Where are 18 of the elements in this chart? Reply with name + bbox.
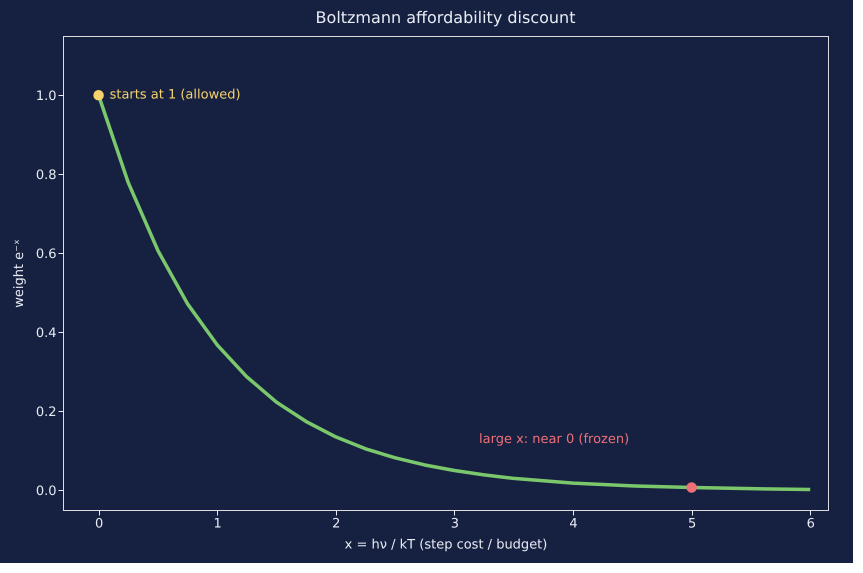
y-tick-label: 0.8 — [36, 168, 56, 183]
x-tick-label: 3 — [450, 516, 460, 532]
annotation: large x: near 0 (frozen) — [479, 432, 630, 447]
y-tick-label: 0.0 — [36, 484, 56, 499]
x-tick-label: 6 — [806, 516, 815, 532]
y-tick-label: 1.0 — [36, 88, 56, 104]
y-axis-title: weight e⁻ˣ — [12, 238, 27, 308]
x-axis-title: x = hν / kT (step cost / budget) — [344, 538, 548, 552]
y-tick-label: 0.4 — [36, 326, 56, 341]
x-tick-label: 4 — [569, 516, 578, 532]
x-tick-label: 1 — [214, 516, 222, 532]
chart-title: Boltzmann affordability discount — [316, 8, 576, 27]
x-tick-label: 2 — [332, 516, 340, 532]
annotation: starts at 1 (allowed) — [110, 87, 241, 102]
x-tick-label: 0 — [94, 516, 104, 532]
x-tick-label: 5 — [688, 516, 696, 532]
y-tick-label: 0.6 — [36, 246, 56, 262]
y-tick-label: 0.2 — [36, 404, 56, 420]
